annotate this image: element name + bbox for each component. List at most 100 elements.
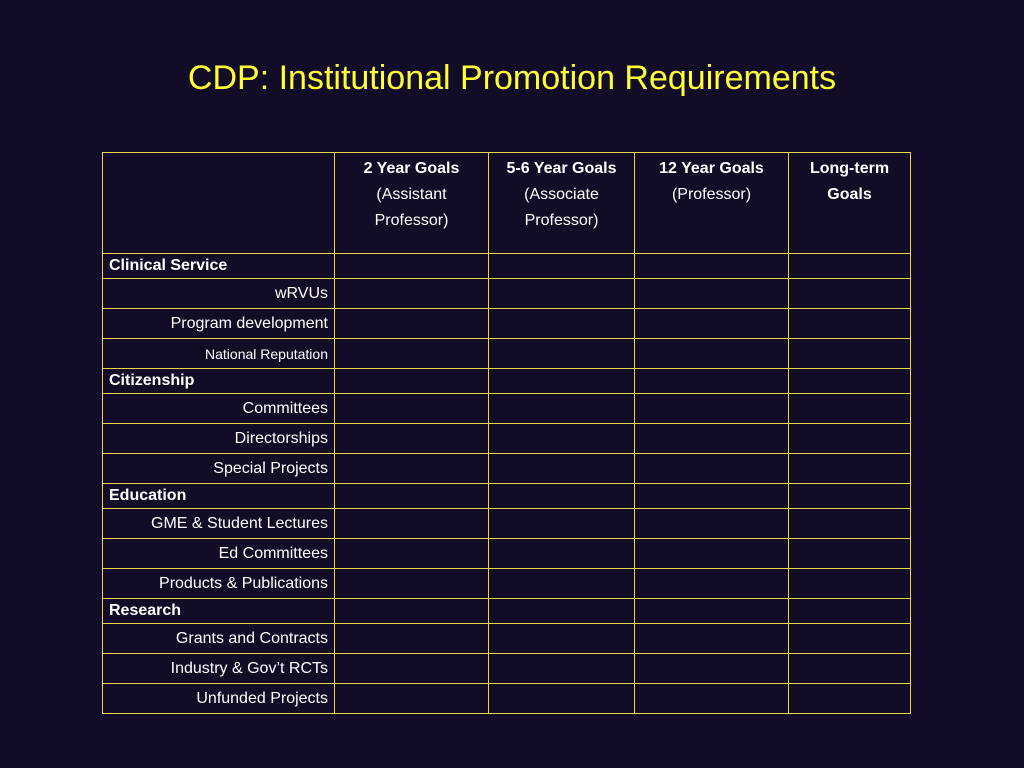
goal-cell bbox=[488, 538, 635, 569]
goal-cell bbox=[634, 483, 789, 509]
goal-cell bbox=[488, 423, 635, 454]
goal-cell bbox=[634, 538, 789, 569]
header-long-term-goals: Long-term Goals bbox=[788, 152, 911, 254]
goal-cell bbox=[488, 598, 635, 624]
goal-cell bbox=[788, 393, 911, 424]
goal-cell bbox=[634, 568, 789, 599]
table-row: Ed Committees bbox=[102, 538, 911, 569]
table-header-row: 2 Year Goals (Assistant Professor) 5-6 Y… bbox=[102, 152, 911, 254]
table-row: Products & Publications bbox=[102, 568, 911, 599]
goal-cell bbox=[788, 423, 911, 454]
goal-cell bbox=[488, 683, 635, 714]
goal-cell bbox=[488, 653, 635, 684]
goal-cell bbox=[788, 538, 911, 569]
goal-cell bbox=[788, 653, 911, 684]
goal-cell bbox=[488, 338, 635, 369]
row-label: Special Projects bbox=[102, 453, 335, 484]
goal-cell bbox=[488, 308, 635, 339]
table-row: National Reputation bbox=[102, 338, 911, 369]
table-row: GME & Student Lectures bbox=[102, 508, 911, 539]
section-label: Research bbox=[102, 598, 335, 624]
table-row: Grants and Contracts bbox=[102, 623, 911, 654]
header-5-6-year-goals: 5-6 Year Goals (Associate Professor) bbox=[488, 152, 635, 254]
goal-cell bbox=[334, 483, 489, 509]
table-row: Committees bbox=[102, 393, 911, 424]
goal-cell bbox=[788, 368, 911, 394]
goal-cell bbox=[334, 538, 489, 569]
goal-cell bbox=[788, 508, 911, 539]
goal-cell bbox=[334, 423, 489, 454]
goal-cell bbox=[488, 368, 635, 394]
section-row: Citizenship bbox=[102, 368, 911, 394]
goal-cell bbox=[788, 253, 911, 279]
table-row: Directorships bbox=[102, 423, 911, 454]
goal-cell bbox=[334, 278, 489, 309]
goal-cell bbox=[334, 508, 489, 539]
goal-cell bbox=[634, 598, 789, 624]
promotion-requirements-table: 2 Year Goals (Assistant Professor) 5-6 Y… bbox=[102, 152, 911, 714]
goal-cell bbox=[334, 623, 489, 654]
goal-cell bbox=[634, 338, 789, 369]
goal-cell bbox=[788, 338, 911, 369]
goal-cell bbox=[788, 598, 911, 624]
goal-cell bbox=[788, 453, 911, 484]
row-label: Ed Committees bbox=[102, 538, 335, 569]
goal-cell bbox=[488, 453, 635, 484]
header-12-year-goals: 12 Year Goals (Professor) bbox=[634, 152, 789, 254]
header-main: 12 Year Goals bbox=[659, 160, 764, 177]
table-body: Clinical Service wRVUs Program development… bbox=[102, 253, 911, 714]
goal-cell bbox=[334, 683, 489, 714]
goal-cell bbox=[634, 278, 789, 309]
table-row: wRVUs bbox=[102, 278, 911, 309]
goal-cell bbox=[634, 308, 789, 339]
goal-cell bbox=[788, 278, 911, 309]
row-label: GME & Student Lectures bbox=[102, 508, 335, 539]
table-row: Special Projects bbox=[102, 453, 911, 484]
header-main: 5-6 Year Goals bbox=[506, 160, 617, 177]
goal-cell bbox=[634, 623, 789, 654]
table-row: Industry & Gov’t RCTs bbox=[102, 653, 911, 684]
goal-cell bbox=[788, 483, 911, 509]
goal-cell bbox=[634, 508, 789, 539]
row-label: Industry & Gov’t RCTs bbox=[102, 653, 335, 684]
section-row: Education bbox=[102, 483, 911, 509]
goal-cell bbox=[488, 483, 635, 509]
table-row: Unfunded Projects bbox=[102, 683, 911, 714]
row-label: Directorships bbox=[102, 423, 335, 454]
goal-cell bbox=[634, 653, 789, 684]
goal-cell bbox=[488, 568, 635, 599]
row-label: Unfunded Projects bbox=[102, 683, 335, 714]
goal-cell bbox=[788, 308, 911, 339]
header-sub: (Assistant Professor) bbox=[374, 186, 449, 229]
header-main: 2 Year Goals bbox=[363, 160, 460, 177]
goal-cell bbox=[334, 308, 489, 339]
section-row: Clinical Service bbox=[102, 253, 911, 279]
header-main: Long-term Goals bbox=[809, 160, 890, 203]
header-sub: (Professor) bbox=[671, 186, 752, 203]
goal-cell bbox=[488, 508, 635, 539]
goal-cell bbox=[488, 393, 635, 424]
goal-cell bbox=[634, 423, 789, 454]
goal-cell bbox=[334, 368, 489, 394]
goal-cell bbox=[788, 683, 911, 714]
goal-cell bbox=[334, 568, 489, 599]
goal-cell bbox=[488, 623, 635, 654]
goal-cell bbox=[788, 623, 911, 654]
goal-cell bbox=[634, 393, 789, 424]
header-2-year-goals: 2 Year Goals (Assistant Professor) bbox=[334, 152, 489, 254]
header-sub: (Associate Professor) bbox=[524, 186, 599, 229]
section-label: Education bbox=[102, 483, 335, 509]
section-label: Citizenship bbox=[102, 368, 335, 394]
section-label: Clinical Service bbox=[102, 253, 335, 279]
goal-cell bbox=[488, 278, 635, 309]
goal-cell bbox=[334, 598, 489, 624]
goal-cell bbox=[488, 253, 635, 279]
row-label: National Reputation bbox=[102, 338, 335, 369]
goal-cell bbox=[334, 253, 489, 279]
goal-cell bbox=[788, 568, 911, 599]
goal-cell bbox=[334, 338, 489, 369]
goal-cell bbox=[334, 653, 489, 684]
row-label: Committees bbox=[102, 393, 335, 424]
row-label: Program development bbox=[102, 308, 335, 339]
row-label: Products & Publications bbox=[102, 568, 335, 599]
